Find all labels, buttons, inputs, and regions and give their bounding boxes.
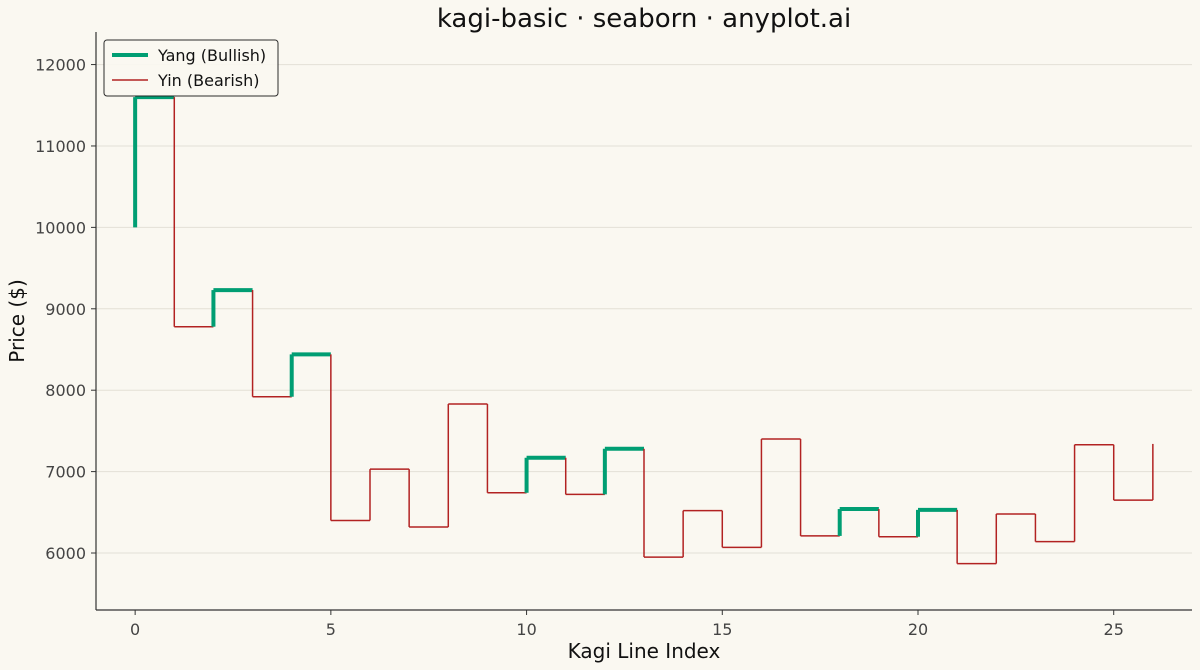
- tick-layer: 6000 7000 8000 9000 10000 11000 12000 0 5 10 15 20 2…: [35, 56, 1124, 639]
- y-tick-label: 7000: [45, 463, 86, 482]
- y-tick-label: 9000: [45, 300, 86, 319]
- chart-title: kagi-basic · seaborn · anyplot.ai: [437, 4, 851, 34]
- data-layer: [133, 95, 1154, 565]
- y-tick-label: 8000: [45, 381, 86, 400]
- grid-layer: [96, 64, 1192, 554]
- y-axis-title: Price ($): [5, 279, 29, 362]
- y-tick-label: 6000: [45, 544, 86, 563]
- x-tick-label: 20: [908, 620, 928, 639]
- x-tick-label: 25: [1104, 620, 1124, 639]
- legend-yin-label: Yin (Bearish): [157, 71, 259, 90]
- x-tick-label: 0: [130, 620, 140, 639]
- y-tick-label: 12000: [35, 56, 86, 75]
- y-tick-label: 11000: [35, 137, 86, 156]
- x-axis-title: Kagi Line Index: [568, 639, 721, 663]
- legend-yang-label: Yang (Bullish): [157, 46, 266, 65]
- x-tick-label: 15: [712, 620, 732, 639]
- x-tick-label: 5: [326, 620, 336, 639]
- legend: Yang (Bullish) Yin (Bearish): [103, 39, 279, 97]
- x-tick-label: 10: [516, 620, 536, 639]
- y-tick-label: 10000: [35, 218, 86, 237]
